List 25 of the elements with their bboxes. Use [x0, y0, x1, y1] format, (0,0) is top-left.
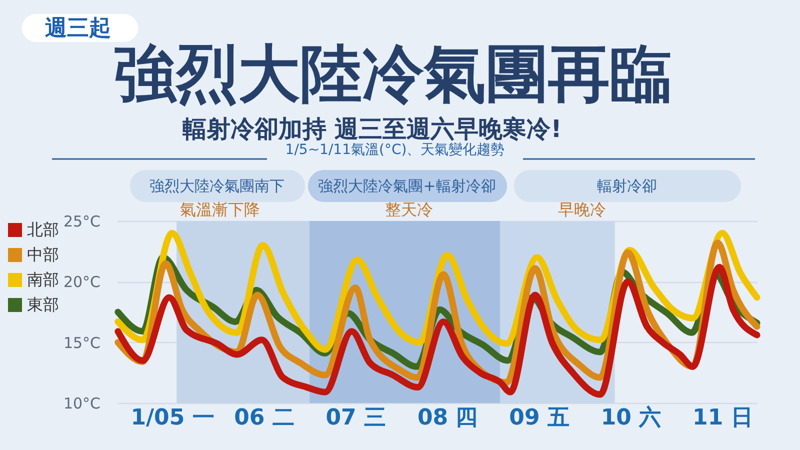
- text: 強烈大陸冷氣團+輻射冷卻: [318, 177, 496, 195]
- chart-title: 強烈大陸冷氣團再臨: [114, 37, 672, 110]
- text: 輻射冷卻: [597, 177, 657, 195]
- text: 1/5~1/11氣溫(°C)、天氣變化趨勢: [285, 142, 505, 158]
- y-tick-label: 10°C: [63, 394, 100, 412]
- x-tick-label: 11 日: [692, 406, 753, 430]
- text: 整天冷: [385, 200, 433, 219]
- y-tick-label: 20°C: [63, 273, 100, 292]
- legend-label: 北部: [27, 220, 59, 239]
- x-tick-label: 1/05 一: [130, 406, 214, 430]
- y-tick-label: 15°C: [63, 334, 100, 352]
- y-tick-label: 25°C: [63, 212, 100, 230]
- text: 早晚冷: [558, 200, 606, 219]
- text: 週三起: [45, 16, 111, 41]
- text: 氣溫漸下降: [180, 200, 260, 219]
- chart-subtitle: 輻射冷卻加持 週三至週六早晚寒冷!: [181, 115, 562, 143]
- x-tick-label: 06 二: [234, 406, 294, 430]
- text: 強烈大陸冷氣團南下: [150, 177, 284, 195]
- x-tick-label: 08 四: [417, 406, 478, 430]
- x-tick-label: 10 六: [600, 404, 662, 430]
- x-tick-label: 09 五: [509, 406, 570, 430]
- legend-label: 東部: [27, 295, 59, 314]
- legend-label: 中部: [27, 245, 59, 264]
- legend-label: 南部: [27, 270, 59, 289]
- x-tick-label: 07 三: [326, 406, 386, 430]
